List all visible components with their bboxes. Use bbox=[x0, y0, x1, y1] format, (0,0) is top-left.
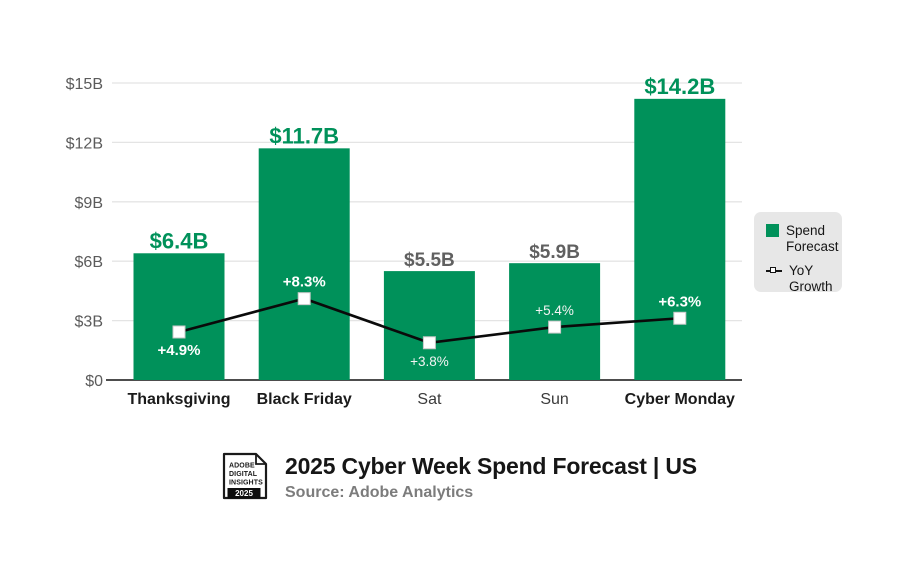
yoy-value-label: +6.3% bbox=[658, 293, 701, 310]
yoy-marker-4 bbox=[673, 311, 687, 325]
yoy-marker-3 bbox=[548, 320, 562, 334]
y-axis-tick-label: $0 bbox=[85, 373, 103, 390]
legend-label-yoy-growth: YoY Growth bbox=[789, 263, 833, 294]
yoy-marker-1 bbox=[297, 292, 311, 306]
logo-text-adobe: ADOBE bbox=[229, 463, 255, 470]
spend-forecast-chart: $0 $3B $6B $9B $12B $15B $6.4B $11.7B $5.5B $5.9B… bbox=[66, 74, 742, 408]
yoy-marker-0 bbox=[172, 325, 186, 339]
bar-swatch-icon bbox=[766, 224, 779, 237]
x-axis-category-label: Sat bbox=[417, 391, 442, 408]
logo-fold-corner-icon bbox=[255, 454, 266, 465]
legend-item-yoy-growth: YoY Growth bbox=[766, 263, 836, 294]
bar-1 bbox=[258, 148, 350, 380]
legend-label-spend-forecast: Spend Forecast bbox=[786, 223, 839, 254]
bar-value-label: $5.5B bbox=[404, 250, 455, 271]
logo-year-text: 2025 bbox=[235, 489, 253, 498]
chart-legend: Spend Forecast YoY Growth bbox=[754, 212, 842, 294]
logo-text-insights: INSIGHTS bbox=[229, 480, 263, 487]
yoy-value-label: +3.8% bbox=[410, 354, 449, 369]
chart-footer: ADOBE DIGITAL INSIGHTS 2025 2025 Cyber W… bbox=[220, 451, 697, 504]
bar-0 bbox=[133, 253, 225, 380]
bar-4 bbox=[634, 98, 726, 380]
x-axis-category-label: Thanksgiving bbox=[127, 391, 230, 408]
x-axis-category-label: Cyber Monday bbox=[625, 391, 735, 408]
bar-value-label: $14.2B bbox=[644, 74, 715, 99]
page-title: 2025 Cyber Week Spend Forecast | US bbox=[285, 453, 697, 479]
bar-2 bbox=[383, 271, 475, 380]
legend-item-spend-forecast: Spend Forecast bbox=[766, 223, 839, 254]
yoy-value-label: +8.3% bbox=[283, 274, 326, 291]
line-marker-swatch-icon bbox=[766, 266, 782, 273]
y-axis-tick-label: $6B bbox=[75, 254, 103, 271]
y-axis-tick-label: $9B bbox=[75, 195, 103, 212]
y-axis-tick-label: $12B bbox=[66, 135, 103, 152]
y-axis-tick-label: $3B bbox=[75, 314, 103, 331]
logo-text-digital: DIGITAL bbox=[229, 471, 258, 478]
bar-value-label: $6.4B bbox=[150, 228, 209, 253]
adobe-digital-insights-logo: ADOBE DIGITAL INSIGHTS 2025 bbox=[222, 452, 268, 500]
logo-year-band bbox=[227, 488, 261, 499]
yoy-value-label: +5.4% bbox=[535, 303, 574, 318]
x-axis-category-label: Sun bbox=[540, 391, 568, 408]
footer-text-block: 2025 Cyber Week Spend Forecast | US Sour… bbox=[285, 451, 697, 502]
logo-document-shape bbox=[222, 452, 268, 500]
source-attribution: Source: Adobe Analytics bbox=[285, 484, 474, 501]
x-axis-category-label: Black Friday bbox=[257, 391, 352, 408]
yoy-value-label: +4.9% bbox=[158, 342, 201, 359]
yoy-marker-2 bbox=[422, 336, 436, 350]
bar-value-label: $11.7B bbox=[269, 123, 339, 148]
bar-value-label: $5.9B bbox=[529, 242, 580, 263]
y-axis-tick-label: $15B bbox=[66, 76, 103, 93]
